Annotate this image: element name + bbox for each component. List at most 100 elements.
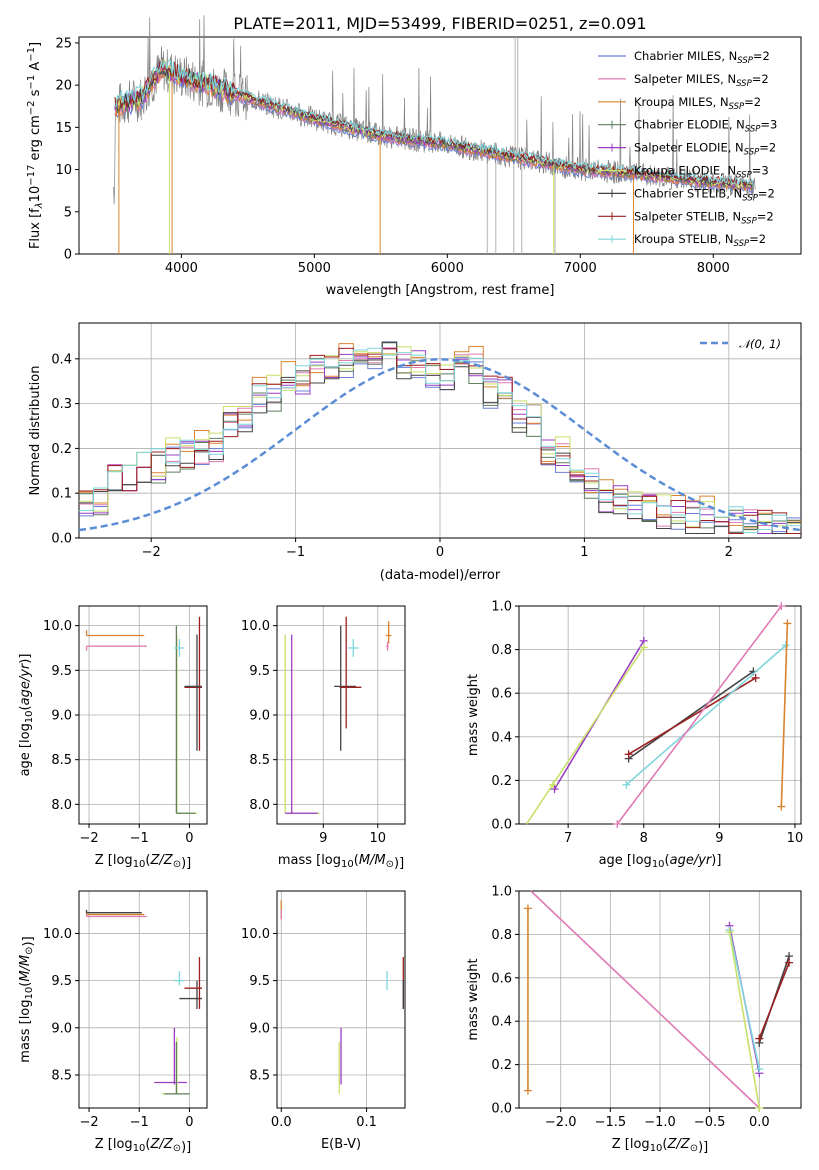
axis-label-sub: ⊙: [24, 946, 35, 954]
weight-marker: [777, 802, 786, 811]
y-tick-label: 15: [55, 121, 72, 136]
y-tick-label: 8.0: [249, 798, 270, 813]
weight-vs-z-lines: [523, 890, 794, 1112]
gaussian-legend-label: 𝒩(0, 1): [739, 337, 781, 351]
legend-label-3: Chabrier ELODIE, NSSP=3: [634, 118, 777, 135]
axis-label-sub: 10: [650, 1143, 663, 1154]
y-tick-label: 0.3: [51, 397, 72, 412]
weight-z-line-6: [758, 962, 790, 1039]
x-tick-label: 0.1: [356, 1115, 377, 1130]
axis-label-text: mass [log: [18, 999, 33, 1062]
mass_vs_EBV-frame: [276, 890, 406, 1109]
x-tick-label: 0: [185, 1115, 193, 1130]
axis-label-text: A: [28, 62, 43, 75]
mass-vs-z-ylabel: mass [log10(M/M⊙)]: [18, 936, 36, 1062]
legend-text: Chabrier ELODIE, N: [634, 118, 745, 132]
weight_vs_age-frame: [518, 605, 802, 825]
residuals-ylabel: Normed distribution: [28, 366, 43, 496]
legend-sub: SSP: [734, 239, 750, 249]
y-tick-label: 8.5: [51, 1068, 72, 1083]
weight-marker: [783, 619, 792, 628]
x-tick-label: 7000: [564, 261, 597, 276]
age-vs-z-xlabel: Z [log10(Z/Z⊙)]: [95, 853, 192, 871]
legend-text: =2: [752, 72, 769, 86]
spectrum-lines: [113, 15, 756, 254]
mass_vs_Z-axes: −2 −1 0 8.5 9.0 9.5 10.0: [43, 890, 208, 1130]
weight-vs-z-ylabel: mass weight: [466, 958, 481, 1040]
mass-vs-ebv-xlabel: E(B-V): [321, 1137, 361, 1152]
legend-text: =2: [749, 232, 766, 246]
y-tick-label: 0.0: [491, 1102, 512, 1117]
y-tick-label: 9.0: [249, 1021, 270, 1036]
legend-sub: SSP: [729, 102, 745, 112]
legend-sub: SSP: [737, 56, 753, 66]
axis-label-text: Z [log: [612, 1137, 650, 1152]
legend-sub: SSP: [744, 148, 760, 158]
legend-sub: SSP: [736, 171, 752, 181]
weight-line-6: [780, 623, 789, 807]
weight-marker: [622, 780, 631, 789]
residual-hist-7: [79, 347, 801, 534]
axis-label-sub: 10: [133, 859, 146, 870]
x-tick-label: −0.5: [694, 1115, 726, 1130]
weight-z-line-0: [530, 890, 760, 1109]
x-tick-label: 0: [185, 831, 193, 846]
age-vs-mass-points: [284, 616, 392, 814]
legend-label-0: Chabrier MILES, NSSP=2: [634, 49, 770, 66]
mass-vs-z-xlabel: Z [log10(Z/Z⊙)]: [95, 1137, 192, 1155]
x-tick-label: −1: [130, 1115, 149, 1130]
y-tick-label: 0.2: [491, 774, 512, 789]
x-tick-label: −2: [79, 831, 98, 846]
weight-marker: [777, 602, 786, 610]
axis-label-text: s: [28, 89, 43, 100]
weight-vs-age-xlabel: age [log10(age/yr)]: [599, 853, 722, 870]
axis-label-text: age [log: [599, 853, 652, 868]
x-tick-label: 9: [715, 831, 723, 846]
legend-text: =2: [759, 141, 776, 155]
y-tick-label: 10.0: [43, 927, 72, 942]
axis-label-text: M/M: [359, 853, 386, 868]
legend-label-4: Salpeter ELODIE, NSSP=2: [634, 141, 776, 158]
y-tick-label: 10.0: [43, 619, 72, 634]
y-tick-label: 9.5: [249, 974, 270, 989]
x-tick-label: 10: [369, 831, 386, 846]
weight-line-1: [525, 646, 645, 825]
legend-text: Salpeter STELIB, N: [634, 209, 741, 223]
axis-label-sub: ⊙: [173, 1143, 181, 1154]
axis-label-sub: ⊙: [386, 859, 394, 870]
x-tick-label: 6000: [431, 261, 464, 276]
spectrum-xlabel: wavelength [Angstrom, rest frame]: [326, 283, 555, 298]
axis-label-text: (: [18, 705, 33, 710]
weight-z-marker: [523, 904, 532, 913]
axis-label-text: −2: [26, 100, 37, 115]
axis-label-text: (: [145, 1137, 150, 1152]
residuals-xlabel: (data-model)/error: [380, 568, 501, 583]
x-tick-label: 8: [640, 831, 648, 846]
y-tick-label: 0.0: [51, 532, 72, 547]
x-tick-label: 1: [580, 545, 588, 560]
legend-text: =2: [758, 186, 775, 200]
axis-label-text: Z/Z: [667, 1137, 691, 1152]
weight_vs_Z-axes: −2.0 −1.5 −1.0 −0.5 0.0 0.0 0.2 0.4 0.6 0.8 1.0: [491, 885, 802, 1130]
weight-vs-age-lines: [525, 602, 792, 828]
axis-label-text: (: [354, 853, 359, 868]
axis-label-sub: 10: [652, 859, 665, 870]
legend-text: =2: [757, 209, 774, 223]
age-vs-mass-xlabel: mass [log10(M/M⊙)]: [278, 853, 404, 871]
axis-label-sub: ⊙: [690, 1143, 698, 1154]
spectrum-frame: [78, 36, 802, 255]
weight-z-marker: [785, 958, 794, 967]
x-tick-label: 0.0: [749, 1115, 770, 1130]
axis-label-sub: 10: [341, 859, 354, 870]
axis-label-text: Z/Z: [150, 1137, 174, 1152]
legend-sub: SSP: [736, 79, 752, 89]
axis-label-text: )]: [21, 936, 36, 946]
legend-sub: SSP: [745, 125, 761, 135]
axis-label-text: )]: [711, 853, 721, 868]
gaussian-curve: [78, 358, 802, 532]
y-tick-label: 0.8: [491, 643, 512, 658]
axis-label-text: ]: [28, 42, 43, 47]
legend-sub: SSP: [742, 193, 758, 203]
weight-line-4: [625, 644, 787, 786]
x-tick-label: 4000: [165, 261, 198, 276]
